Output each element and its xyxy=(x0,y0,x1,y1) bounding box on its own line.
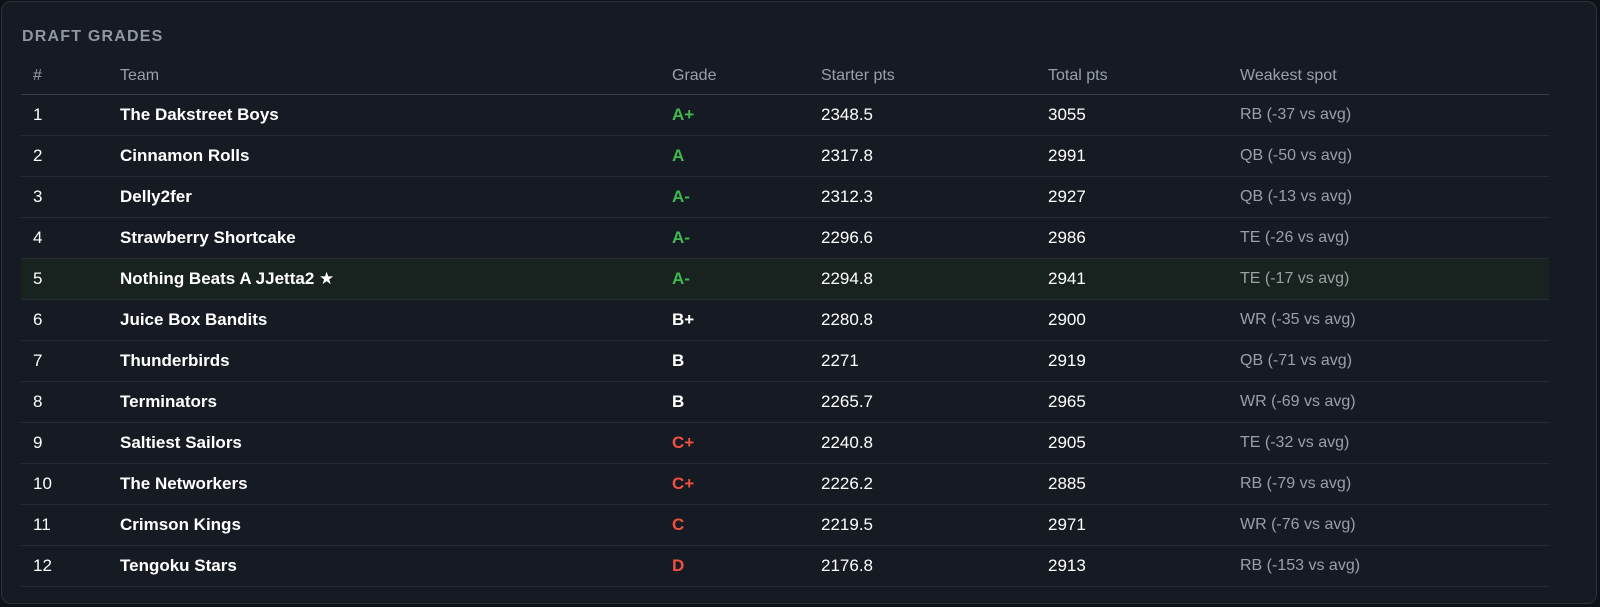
weakest-spot: QB (-50 vs avg) xyxy=(1228,135,1549,177)
team: Strawberry Shortcake xyxy=(108,217,660,259)
grade: A- xyxy=(660,176,809,218)
grade: D xyxy=(660,545,809,587)
team: The Dakstreet Boys xyxy=(108,94,660,136)
team: Saltiest Sailors xyxy=(108,422,660,464)
total-pts: 3055 xyxy=(1036,94,1228,136)
team: Nothing Beats A JJetta2 ★ xyxy=(108,258,660,300)
total-pts: 2905 xyxy=(1036,422,1228,464)
team: Delly2fer xyxy=(108,176,660,218)
weakest-spot: RB (-153 vs avg) xyxy=(1228,545,1549,587)
team: Terminators xyxy=(108,381,660,423)
total-pts: 2965 xyxy=(1036,381,1228,423)
rank: 12 xyxy=(21,545,108,587)
starter-pts: 2271 xyxy=(809,340,1036,382)
starter-pts: 2296.6 xyxy=(809,217,1036,259)
weakest-spot: TE (-32 vs avg) xyxy=(1228,422,1549,464)
grade: A- xyxy=(660,258,809,300)
total-pts: 2991 xyxy=(1036,135,1228,177)
grade: B xyxy=(660,340,809,382)
rank: 4 xyxy=(21,217,108,259)
grade: A xyxy=(660,135,809,177)
team-row: 1 The Dakstreet Boys A+ 2348.5 3055 RB (-37 v… xyxy=(21,94,1549,136)
rank: 3 xyxy=(21,176,108,218)
starter-pts: 2176.8 xyxy=(809,545,1036,587)
grade: C+ xyxy=(660,422,809,464)
team-row: 3 Delly2fer A- 2312.3 2927 QB (-13 vs avg) xyxy=(21,176,1549,218)
weakest-spot: TE (-26 vs avg) xyxy=(1228,217,1549,259)
team: Juice Box Bandits xyxy=(108,299,660,341)
panel-title: DRAFT GRADES xyxy=(22,28,164,45)
column-header: Total pts xyxy=(1036,58,1228,95)
grades-table: # Team Grade Starter pts Total pts Weakest sp… xyxy=(21,58,1549,587)
team: Thunderbirds xyxy=(108,340,660,382)
rank: 2 xyxy=(21,135,108,177)
team-row: 11 Crimson Kings C 2219.5 2971 WR (-76 vs avg… xyxy=(21,504,1549,546)
team-row: 8 Terminators B 2265.7 2965 WR (-69 vs avg) xyxy=(21,381,1549,423)
column-header: Grade xyxy=(660,58,809,95)
column-header: Team xyxy=(108,58,660,95)
column-header: # xyxy=(21,58,108,95)
total-pts: 2900 xyxy=(1036,299,1228,341)
team-row: 5 Nothing Beats A JJetta2 ★ A- 2294.8 2941 TE… xyxy=(21,258,1549,300)
weakest-spot: QB (-13 vs avg) xyxy=(1228,176,1549,218)
rank: 7 xyxy=(21,340,108,382)
total-pts: 2986 xyxy=(1036,217,1228,259)
weakest-spot: WR (-69 vs avg) xyxy=(1228,381,1549,423)
rank: 1 xyxy=(21,94,108,136)
team: The Networkers xyxy=(108,463,660,505)
starter-pts: 2240.8 xyxy=(809,422,1036,464)
team-row: 9 Saltiest Sailors C+ 2240.8 2905 TE (-32 vs … xyxy=(21,422,1549,464)
rank: 5 xyxy=(21,258,108,300)
weakest-spot: RB (-37 vs avg) xyxy=(1228,94,1549,136)
team-row: 12 Tengoku Stars D 2176.8 2913 RB (-153 vs av… xyxy=(21,545,1549,587)
starter-pts: 2226.2 xyxy=(809,463,1036,505)
total-pts: 2885 xyxy=(1036,463,1228,505)
grade: A- xyxy=(660,217,809,259)
starter-pts: 2280.8 xyxy=(809,299,1036,341)
weakest-spot: WR (-76 vs avg) xyxy=(1228,504,1549,546)
starter-pts: 2294.8 xyxy=(809,258,1036,300)
rank: 11 xyxy=(21,504,108,546)
weakest-spot: TE (-17 vs avg) xyxy=(1228,258,1549,300)
grade: A+ xyxy=(660,94,809,136)
starter-pts: 2317.8 xyxy=(809,135,1036,177)
column-header: Weakest spot xyxy=(1228,58,1549,95)
team-row: 10 The Networkers C+ 2226.2 2885 RB (-79 vs a… xyxy=(21,463,1549,505)
grade: B xyxy=(660,381,809,423)
rank: 8 xyxy=(21,381,108,423)
column-header: Starter pts xyxy=(809,58,1036,95)
total-pts: 2919 xyxy=(1036,340,1228,382)
total-pts: 2941 xyxy=(1036,258,1228,300)
grade: C xyxy=(660,504,809,546)
starter-pts: 2219.5 xyxy=(809,504,1036,546)
team-row: 7 Thunderbirds B 2271 2919 QB (-71 vs avg) xyxy=(21,340,1549,382)
starter-pts: 2348.5 xyxy=(809,94,1036,136)
total-pts: 2927 xyxy=(1036,176,1228,218)
total-pts: 2913 xyxy=(1036,545,1228,587)
rank: 9 xyxy=(21,422,108,464)
header-row: # Team Grade Starter pts Total pts Weakest sp… xyxy=(21,58,1549,95)
grade: B+ xyxy=(660,299,809,341)
team-row: 2 Cinnamon Rolls A 2317.8 2991 QB (-50 vs avg… xyxy=(21,135,1549,177)
starter-pts: 2312.3 xyxy=(809,176,1036,218)
team: Crimson Kings xyxy=(108,504,660,546)
total-pts: 2971 xyxy=(1036,504,1228,546)
weakest-spot: WR (-35 vs avg) xyxy=(1228,299,1549,341)
team: Tengoku Stars xyxy=(108,545,660,587)
weakest-spot: QB (-71 vs avg) xyxy=(1228,340,1549,382)
grade: C+ xyxy=(660,463,809,505)
team-row: 6 Juice Box Bandits B+ 2280.8 2900 WR (-35 vs… xyxy=(21,299,1549,341)
weakest-spot: RB (-79 vs avg) xyxy=(1228,463,1549,505)
rank: 10 xyxy=(21,463,108,505)
team: Cinnamon Rolls xyxy=(108,135,660,177)
rank: 6 xyxy=(21,299,108,341)
starter-pts: 2265.7 xyxy=(809,381,1036,423)
team-row: 4 Strawberry Shortcake A- 2296.6 2986 TE (-26… xyxy=(21,217,1549,259)
